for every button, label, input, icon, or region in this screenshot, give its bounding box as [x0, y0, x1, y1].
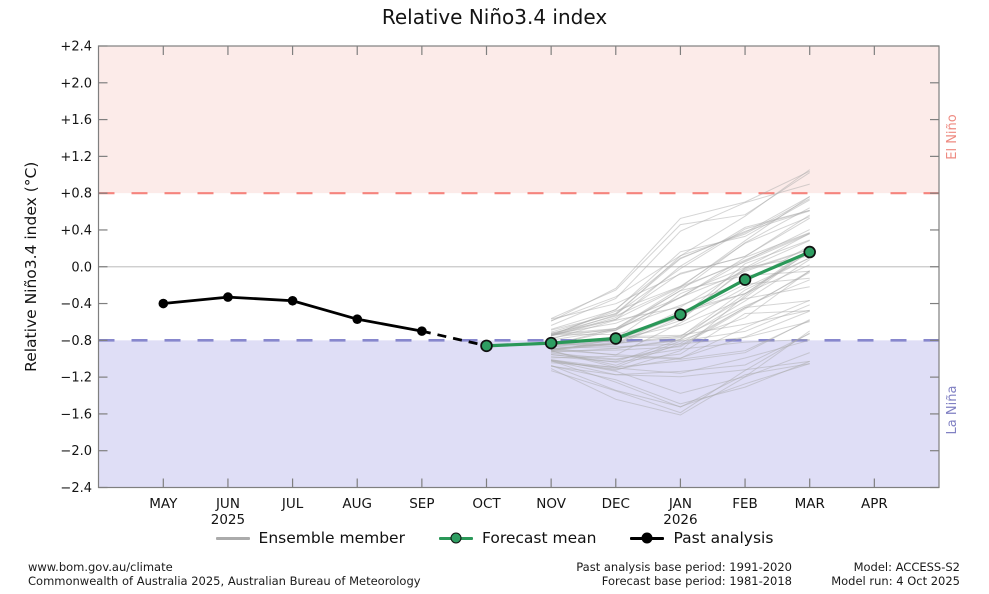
- y-tick-label: −0.4: [60, 297, 92, 312]
- month-label: JUN: [215, 496, 240, 512]
- y-tick-label: +1.2: [60, 150, 92, 165]
- ensemble-line: [551, 248, 810, 335]
- month-label: MAR: [795, 496, 825, 512]
- y-tick-label: +0.4: [60, 223, 92, 238]
- past-analysis-point: [287, 295, 298, 306]
- ensemble-line: [550, 232, 810, 346]
- year-label: 2026: [663, 512, 697, 528]
- chart-title: Relative Niño3.4 index: [381, 5, 608, 29]
- ensemble-line: [551, 259, 810, 349]
- legend-item-ensemble: Ensemble member: [215, 529, 405, 547]
- ensemble-line: [550, 198, 810, 322]
- footer-model-info: Model: ACCESS-S2 Model run: 4 Oct 2025: [831, 560, 960, 588]
- footer-past-base-period: Past analysis base period: 1991-2020: [576, 560, 792, 574]
- month-label: SEP: [409, 496, 434, 512]
- ensemble-line: [551, 360, 810, 378]
- ensemble-line: [550, 196, 810, 337]
- ensemble-line: [550, 183, 810, 326]
- y-tick-label: −2.0: [60, 444, 92, 459]
- forecast-mean-line: [486, 250, 811, 348]
- ensemble-line: [550, 196, 810, 337]
- legend-label-past: Past analysis: [673, 529, 774, 547]
- legend: Ensemble member Forecast mean Past analy…: [0, 529, 989, 547]
- ensemble-line: [550, 332, 810, 414]
- ensemble-line: [550, 233, 810, 334]
- ensemble-line: [550, 240, 810, 340]
- footer-source: www.bom.gov.au/climate Commonwealth of A…: [28, 560, 421, 588]
- y-tick-label: +2.0: [60, 76, 92, 91]
- ensemble-line: [551, 286, 810, 352]
- month-label: NOV: [536, 496, 566, 512]
- el-nino-band: [98, 46, 939, 194]
- y-tick-label: −1.6: [60, 407, 92, 422]
- ensemble-line: [550, 199, 810, 330]
- forecast-mean-point: [803, 245, 816, 259]
- footer-forecast-base-period: Forecast base period: 1981-2018: [601, 574, 792, 588]
- ensemble-line: [551, 250, 810, 350]
- footer-url: www.bom.gov.au/climate: [28, 560, 173, 574]
- y-axis-title: Relative Niño3.4 index (°C): [22, 162, 40, 372]
- month-label: APR: [861, 496, 888, 512]
- forecast-mean-swatch: [438, 532, 473, 545]
- past-analysis-preliminary-segment: [421, 329, 487, 348]
- y-tick-label: 0.0: [71, 260, 92, 275]
- ensemble-line: [551, 310, 810, 363]
- month-label: JUL: [281, 496, 304, 512]
- la-nina-region-label: La Niña: [945, 386, 960, 435]
- la-nina-band: [98, 340, 939, 488]
- forecast-mean-point: [609, 332, 623, 345]
- month-label: JAN: [668, 496, 692, 512]
- y-tick-label: −1.2: [60, 371, 92, 386]
- ensemble-line: [550, 271, 810, 368]
- y-tick-label: +0.8: [60, 187, 92, 202]
- footer-model: Model: ACCESS-S2: [853, 560, 960, 574]
- legend-label-ensemble: Ensemble member: [258, 529, 405, 547]
- forecast-mean-point: [480, 339, 493, 353]
- ensemble-line: [550, 352, 810, 416]
- footer-copyright: Commonwealth of Australia 2025, Australi…: [28, 574, 421, 588]
- ensemble-line: [550, 333, 810, 376]
- ensemble-line: [551, 270, 810, 341]
- ensemble-line: [551, 319, 810, 360]
- legend-label-forecast: Forecast mean: [481, 529, 597, 547]
- y-tick-label: −0.8: [60, 334, 92, 349]
- month-label: DEC: [602, 496, 630, 512]
- footer-model-run: Model run: 4 Oct 2025: [831, 574, 960, 588]
- month-label: MAY: [149, 496, 178, 512]
- legend-item-forecast: Forecast mean: [438, 529, 597, 547]
- ensemble-line: [551, 310, 810, 370]
- ensemble-line-swatch: [215, 532, 250, 545]
- year-label: 2025: [211, 512, 245, 528]
- past-analysis-point: [223, 292, 233, 302]
- el-nino-region-label: El Niño: [945, 114, 960, 160]
- footer-base-periods: Past analysis base period: 1991-2020 For…: [576, 560, 792, 588]
- past-analysis-swatch: [630, 532, 665, 545]
- ensemble-line: [550, 170, 810, 322]
- ensemble-line: [550, 304, 810, 366]
- ensemble-line: [551, 232, 810, 335]
- month-label: FEB: [732, 496, 758, 512]
- ensemble-line: [551, 300, 810, 361]
- forecast-mean-point: [674, 308, 687, 321]
- past-analysis-point: [158, 298, 169, 309]
- y-tick-label: +2.4: [60, 40, 92, 55]
- legend-item-past: Past analysis: [630, 529, 773, 547]
- ensemble-line: [551, 330, 810, 394]
- ensemble-line: [551, 270, 810, 353]
- y-tick-label: −2.4: [60, 481, 92, 496]
- month-label: AUG: [342, 496, 372, 512]
- past-analysis-point: [352, 314, 363, 324]
- y-tick-label: +1.6: [60, 113, 92, 128]
- forecast-mean-point: [544, 336, 558, 350]
- ensemble-line: [550, 217, 810, 320]
- past-analysis-point: [417, 326, 427, 336]
- ensemble-line: [550, 360, 810, 408]
- month-label: OCT: [472, 496, 501, 512]
- ensemble-line: [551, 248, 810, 336]
- forecast-mean-point: [738, 273, 752, 286]
